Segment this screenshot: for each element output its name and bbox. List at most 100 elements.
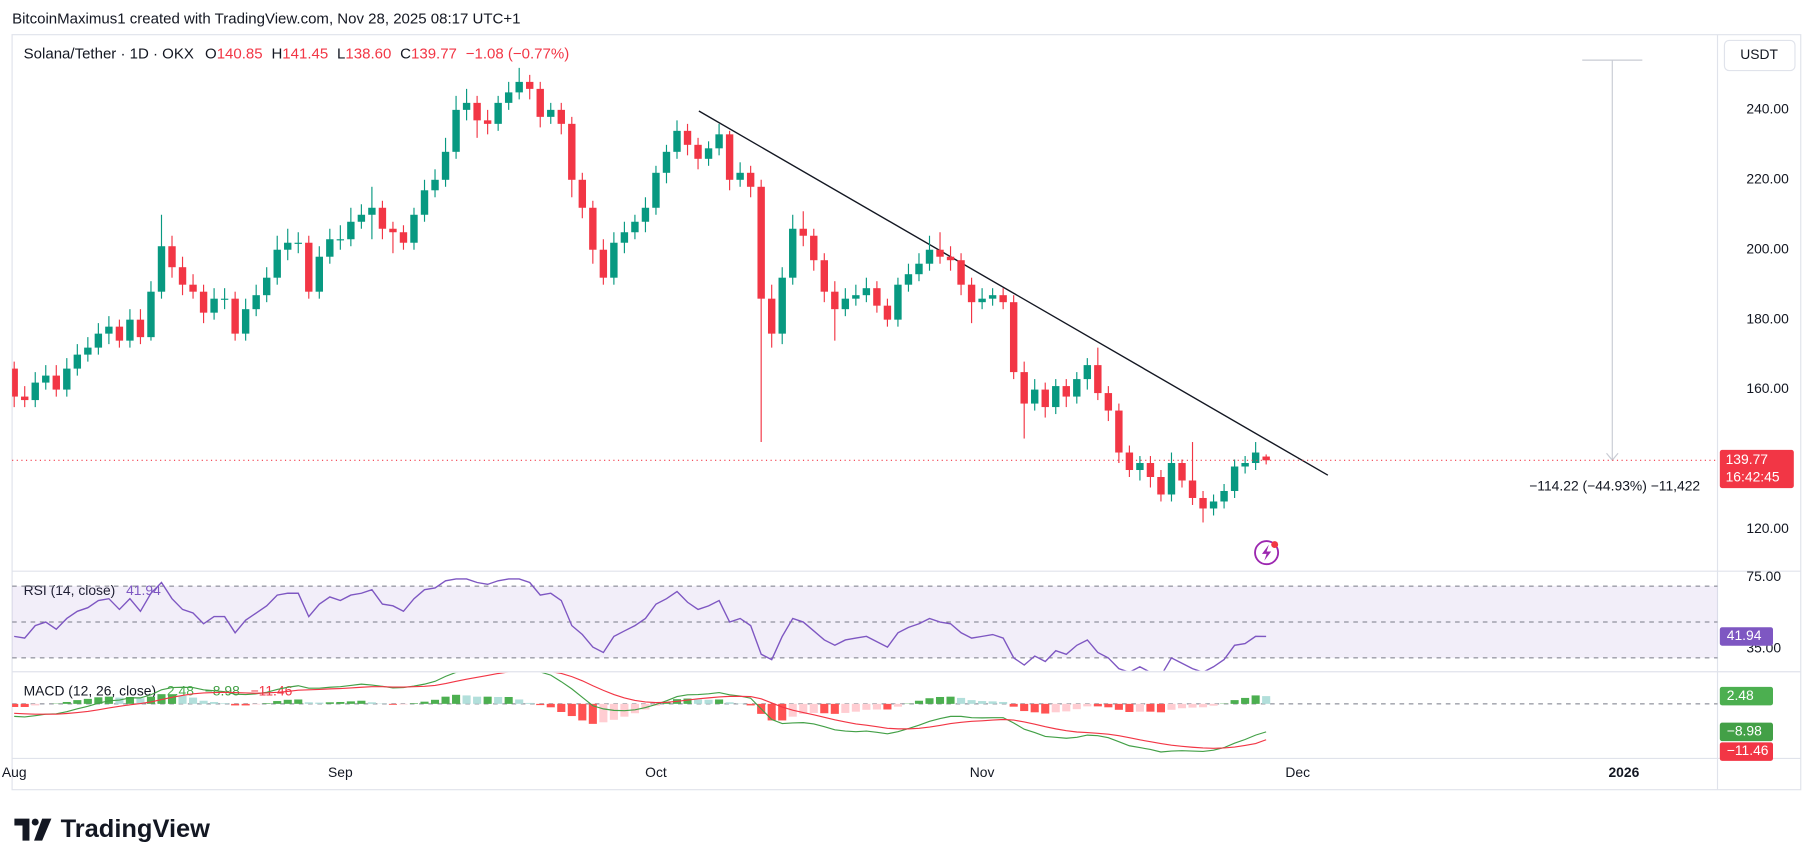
- histogram-bar: [1167, 703, 1176, 710]
- candle-body: [736, 172, 744, 180]
- candle-body: [178, 267, 187, 285]
- histogram-bar: [146, 696, 156, 704]
- countdown: 16:42:45: [1726, 468, 1780, 484]
- candle-body: [52, 375, 60, 390]
- candle-body: [168, 246, 176, 268]
- histogram-bar: [220, 703, 229, 704]
- histogram-bar: [12, 703, 19, 707]
- candle-body: [1062, 386, 1070, 397]
- y-tick-label: 220.00: [1746, 170, 1789, 186]
- y-tick-label: 160.00: [1746, 380, 1789, 396]
- histogram-bar: [483, 696, 492, 704]
- candle-body: [231, 298, 239, 334]
- candle-body: [357, 214, 366, 222]
- candle-body: [294, 242, 302, 244]
- y-tick-label: 120.00: [1746, 520, 1789, 536]
- candle-body: [410, 214, 418, 243]
- candle-body: [347, 221, 355, 240]
- candle-body: [420, 190, 429, 215]
- legend-c: C: [400, 45, 411, 62]
- candle-body: [1146, 463, 1155, 478]
- legend-o: O: [205, 45, 217, 62]
- histogram-tag-bg: [1719, 686, 1773, 706]
- histogram-bar: [988, 701, 997, 704]
- alert-icon[interactable]: [1254, 540, 1280, 566]
- histogram-bar: [1209, 703, 1218, 706]
- candle-body: [157, 246, 166, 292]
- histogram-bar: [504, 696, 513, 704]
- rsi-line: [14, 578, 1267, 671]
- histogram-bar: [925, 698, 934, 704]
- histogram-bar: [83, 698, 92, 704]
- histogram-bar: [799, 703, 808, 714]
- candle-body: [1188, 480, 1197, 498]
- trend-line: [698, 110, 1329, 476]
- histogram-bar: [967, 700, 976, 704]
- candle-body: [1199, 497, 1207, 509]
- candle-body: [1209, 501, 1218, 509]
- candle-body: [925, 249, 934, 264]
- pane: [12, 672, 1718, 753]
- histogram-bar: [325, 702, 334, 704]
- candle-body: [715, 134, 723, 149]
- histogram-bar: [557, 703, 566, 712]
- candle-body: [368, 207, 376, 215]
- histogram-bar: [231, 703, 240, 706]
- candle-body: [315, 256, 323, 292]
- histogram-bar: [957, 697, 966, 704]
- histogram-bar: [525, 702, 534, 704]
- candle-body: [1009, 302, 1018, 373]
- candle-body: [757, 186, 765, 299]
- histogram-bar: [914, 700, 924, 704]
- candle-body: [220, 298, 229, 300]
- legend-open: 140.85: [217, 45, 263, 62]
- candle-body: [42, 375, 50, 383]
- histogram-bar: [546, 703, 555, 708]
- histogram-bar: [399, 703, 408, 705]
- histogram-bar: [1146, 703, 1155, 712]
- histogram-bar: [115, 697, 124, 704]
- histogram-bar: [567, 703, 576, 717]
- currency-button[interactable]: [1723, 39, 1796, 72]
- histogram-bar: [283, 699, 292, 704]
- histogram-bar: [420, 701, 429, 704]
- macd-value: −8.98: [205, 682, 240, 698]
- candle-body: [1251, 452, 1260, 464]
- histogram-bar: [388, 703, 397, 705]
- histogram-bar: [462, 695, 471, 704]
- rsi-tag-bg: [1719, 627, 1773, 646]
- histogram-bar: [862, 703, 871, 710]
- candle-body: [31, 382, 39, 401]
- histogram-bar: [662, 702, 671, 704]
- histogram-bar: [167, 694, 177, 704]
- brand-name: TradingView: [61, 815, 211, 843]
- candle-body: [978, 298, 986, 303]
- candle-body: [873, 288, 881, 306]
- histogram-bar: [978, 701, 987, 704]
- candle-body: [1220, 490, 1228, 502]
- x-tick-label: Dec: [1285, 764, 1310, 780]
- candle-body: [326, 239, 334, 257]
- histogram-bar: [841, 703, 850, 713]
- candle-body: [1241, 463, 1249, 467]
- macd-legend: MACD (12, 26, close) 2.48 −8.98 −11.46: [24, 682, 293, 698]
- histogram-bar: [199, 700, 208, 704]
- y-tick-label: 200.00: [1746, 240, 1789, 256]
- histogram-bar: [1188, 703, 1197, 708]
- candle-body: [210, 298, 218, 313]
- histogram-bar: [31, 703, 40, 706]
- histogram-bar: [62, 701, 71, 704]
- candle-body: [988, 295, 997, 299]
- candle-body: [515, 81, 523, 93]
- candle-body: [241, 309, 250, 334]
- candle-body: [1167, 463, 1176, 495]
- candle-body: [746, 172, 755, 187]
- price-tag: 139.77: [1726, 451, 1769, 467]
- candle-body: [799, 228, 807, 236]
- histogram-bar: [683, 698, 692, 704]
- histogram-bar: [883, 703, 892, 710]
- candle-body: [1094, 365, 1102, 394]
- candle-body: [589, 207, 597, 250]
